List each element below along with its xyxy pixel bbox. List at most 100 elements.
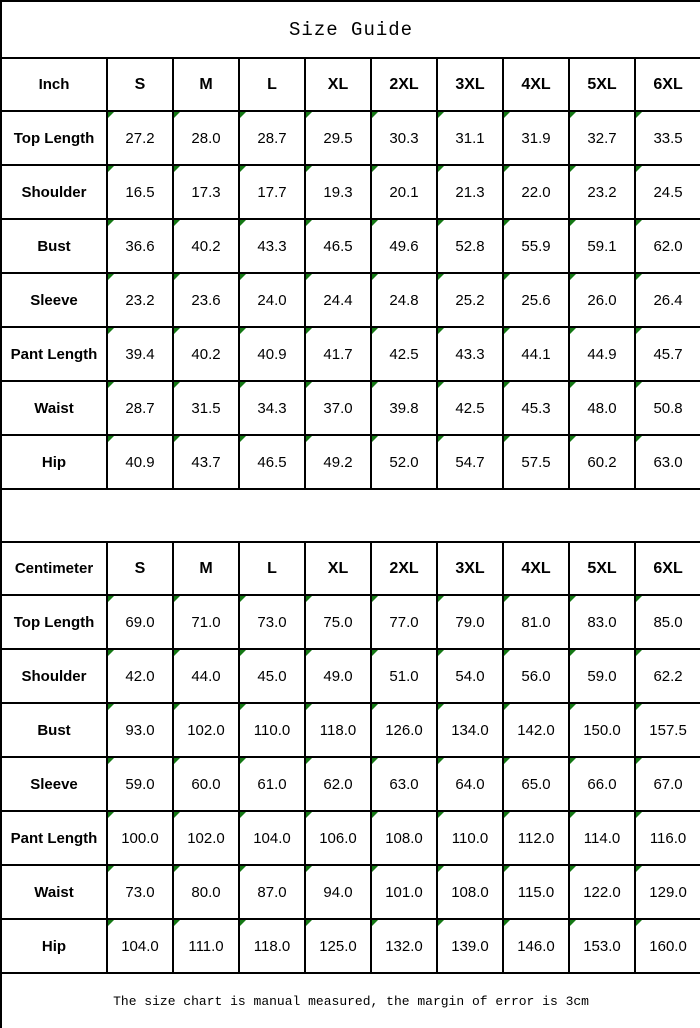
value-text: 54.7 [455, 453, 485, 471]
unit-header-cell: Centimeter [0, 541, 108, 596]
value-text: 111.0 [188, 937, 224, 955]
value-text: 31.1 [455, 129, 485, 147]
value-text: 33.5 [653, 129, 683, 147]
size-header-cell: 6XL [633, 57, 700, 112]
comment-marker-icon [109, 437, 114, 442]
value-cell: 44.0 [172, 648, 240, 704]
value-cell: 73.0 [238, 594, 306, 650]
value-cell: 45.0 [238, 648, 306, 704]
value-cell: 126.0 [370, 702, 438, 758]
value-cell: 23.6 [172, 272, 240, 328]
value-text: 46.5 [257, 453, 287, 471]
comment-marker-icon [109, 383, 114, 388]
value-cell: 75.0 [304, 594, 372, 650]
value-text: 16.5 [125, 183, 155, 201]
value-cell: 40.9 [106, 434, 174, 490]
value-cell: 32.7 [568, 110, 636, 166]
value-cell: 104.0 [238, 810, 306, 866]
value-text: 116.0 [649, 829, 687, 847]
value-text: 23.2 [125, 291, 155, 309]
comment-marker-icon [109, 167, 114, 172]
comment-marker-icon [637, 221, 642, 226]
comment-marker-icon [307, 759, 312, 764]
value-text: 108.0 [451, 883, 489, 901]
value-text: 49.2 [323, 453, 353, 471]
value-cell: 59.0 [106, 756, 174, 812]
value-text: 40.2 [191, 345, 221, 363]
value-text: 43.3 [455, 345, 485, 363]
value-cell: 24.4 [304, 272, 372, 328]
value-cell: 36.6 [106, 218, 174, 274]
value-text: 150.0 [583, 721, 621, 739]
value-cell: 26.0 [568, 272, 636, 328]
value-text: 153.0 [583, 937, 621, 955]
value-text: 146.0 [517, 937, 555, 955]
measurement-row: Sleeve 59.0 60.0 61.0 62.0 63.0 64.0 65.0 66.0 67… [0, 756, 700, 812]
measurement-row: Bust 36.6 40.2 43.3 46.5 49.6 52.8 55.9 59.1 62.0 [0, 218, 700, 274]
value-cell: 60.2 [568, 434, 636, 490]
measurement-row: Bust 93.0 102.0 110.0 118.0 126.0 134.0 142.0 15… [0, 702, 700, 758]
value-text: 27.2 [125, 129, 155, 147]
comment-marker-icon [109, 813, 114, 818]
comment-marker-icon [637, 651, 642, 656]
value-text: 93.0 [125, 721, 155, 739]
value-text: 26.0 [587, 291, 617, 309]
value-cell: 51.0 [370, 648, 438, 704]
value-cell: 49.0 [304, 648, 372, 704]
value-cell: 115.0 [502, 864, 570, 920]
comment-marker-icon [439, 113, 444, 118]
comment-marker-icon [241, 759, 246, 764]
value-cell: 81.0 [502, 594, 570, 650]
value-text: 34.3 [257, 399, 287, 417]
comment-marker-icon [175, 813, 180, 818]
value-text: 55.9 [521, 237, 551, 255]
measurement-row: Shoulder 16.5 17.3 17.7 19.3 20.1 21.3 22.0 23.2… [0, 164, 700, 220]
value-cell: 39.8 [370, 380, 438, 436]
value-cell: 146.0 [502, 918, 570, 974]
value-text: 20.1 [389, 183, 419, 201]
value-cell: 63.0 [633, 434, 700, 490]
value-text: 60.2 [587, 453, 617, 471]
value-cell: 59.1 [568, 218, 636, 274]
value-cell: 57.5 [502, 434, 570, 490]
comment-marker-icon [307, 275, 312, 280]
footer-row: The size chart is manual measured, the m… [0, 972, 700, 1028]
value-cell: 112.0 [502, 810, 570, 866]
value-cell: 118.0 [304, 702, 372, 758]
value-cell: 26.4 [633, 272, 700, 328]
value-text: 49.0 [323, 667, 353, 685]
comment-marker-icon [241, 597, 246, 602]
size-header-cell: XL [304, 541, 372, 596]
comment-marker-icon [175, 597, 180, 602]
size-header-cell: 3XL [436, 541, 504, 596]
value-cell: 80.0 [172, 864, 240, 920]
value-cell: 142.0 [502, 702, 570, 758]
value-text: 160.0 [649, 937, 687, 955]
comment-marker-icon [175, 275, 180, 280]
value-text: 42.0 [125, 667, 155, 685]
size-header-cell: XL [304, 57, 372, 112]
value-cell: 60.0 [172, 756, 240, 812]
value-cell: 62.2 [633, 648, 700, 704]
comment-marker-icon [373, 813, 378, 818]
value-cell: 44.1 [502, 326, 570, 382]
row-label-cell: Hip [0, 918, 108, 974]
size-header-cell: L [238, 57, 306, 112]
value-text: 100.0 [121, 829, 159, 847]
value-text: 24.8 [389, 291, 419, 309]
footer-note: The size chart is manual measured, the m… [0, 972, 700, 1028]
value-text: 36.6 [125, 237, 155, 255]
comment-marker-icon [373, 867, 378, 872]
row-label-cell: Top Length [0, 110, 108, 166]
value-cell: 49.6 [370, 218, 438, 274]
value-cell: 49.2 [304, 434, 372, 490]
value-cell: 110.0 [238, 702, 306, 758]
value-cell: 19.3 [304, 164, 372, 220]
value-text: 108.0 [385, 829, 423, 847]
measurement-row: Waist 28.7 31.5 34.3 37.0 39.8 42.5 45.3 48.0 50.… [0, 380, 700, 436]
inch-table-body: Inch S M L XL 2XL 3XL 4XL 5XL 6XL Top Length 27.2 28… [0, 57, 700, 490]
value-text: 44.1 [521, 345, 551, 363]
value-text: 129.0 [649, 883, 687, 901]
comment-marker-icon [373, 597, 378, 602]
value-cell: 110.0 [436, 810, 504, 866]
